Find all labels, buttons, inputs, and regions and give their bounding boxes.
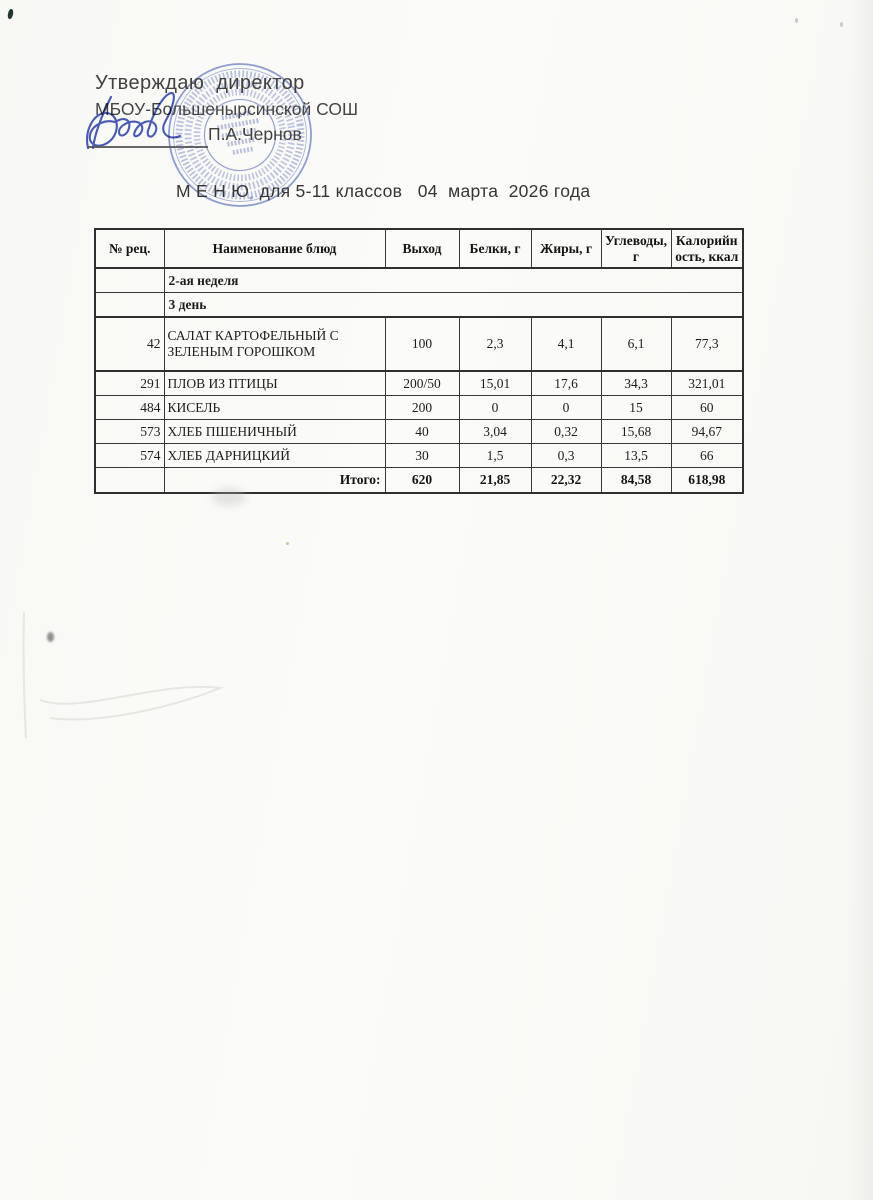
empty-cell xyxy=(94,467,165,494)
table-row: 573 ХЛЕБ ПШЕНИЧНЫЙ 40 3,04 0,32 15,68 94… xyxy=(94,419,744,444)
scan-edge-shading xyxy=(847,0,873,1200)
empty-cell xyxy=(94,292,165,318)
dish-name-text: САЛАТ КАРТОФЕЛЬНЫЙ С ЗЕЛЕНЫМ ГОРОШКОМ xyxy=(167,328,339,359)
col-header-recipe-no: № рец. xyxy=(94,228,165,269)
dish-name-cell: ХЛЕБ ДАРНИЦКИЙ xyxy=(163,443,386,468)
fat-cell: 4,1 xyxy=(530,316,602,372)
output-cell: 40 xyxy=(384,419,460,444)
table-row: 484 КИСЕЛЬ 200 0 0 15 60 xyxy=(94,395,744,420)
dish-name-cell: ПЛОВ ИЗ ПТИЦЫ xyxy=(163,370,386,396)
paper-crease xyxy=(22,611,224,739)
empty-cell xyxy=(94,267,165,293)
scan-speck xyxy=(47,632,54,642)
carbs-cell: 34,3 xyxy=(600,370,672,396)
output-cell: 30 xyxy=(384,443,460,468)
week-label: 2-ая неделя xyxy=(163,267,744,293)
table-row: 42 САЛАТ КАРТОФЕЛЬНЫЙ С ЗЕЛЕНЫМ ГОРОШКОМ… xyxy=(94,316,744,372)
recipe-no-cell: 574 xyxy=(94,443,165,468)
recipe-no-cell: 484 xyxy=(94,395,165,420)
carbs-cell: 6,1 xyxy=(600,316,672,372)
fat-cell: 17,6 xyxy=(530,370,602,396)
carbs-cell: 15 xyxy=(600,395,672,420)
protein-cell: 2,3 xyxy=(458,316,532,372)
signer-name: П.А.Чернов xyxy=(208,124,302,144)
dish-name-cell: ХЛЕБ ПШЕНИЧНЫЙ xyxy=(163,419,386,444)
output-cell: 200/50 xyxy=(384,370,460,396)
scan-speck xyxy=(840,22,843,27)
table-header-row: № рец. Наименование блюд Выход Белки, г … xyxy=(94,228,744,269)
col-header-protein: Белки, г xyxy=(458,228,532,269)
fat-cell: 0,3 xyxy=(530,443,602,468)
col-header-output: Выход xyxy=(384,228,460,269)
kcal-cell: 13,5 xyxy=(600,443,672,468)
total-kcal: 618,98 xyxy=(670,467,744,494)
kcal-cell: 321,01 xyxy=(670,370,744,396)
kcal-cell: 94,67 xyxy=(670,419,744,444)
school-name-line: МБОУ-Большенырсинской СОШ xyxy=(95,99,359,119)
col-header-fat: Жиры, г xyxy=(530,228,602,269)
carbs-cell: 15,68 xyxy=(600,419,672,444)
total-output: 620 xyxy=(384,467,460,494)
recipe-no-cell: 42 xyxy=(94,316,165,372)
recipe-no-cell: 573 xyxy=(94,419,165,444)
scan-smudge xyxy=(212,488,246,506)
kcal-cell: 66 xyxy=(670,443,744,468)
kcal-cell: 77,3 xyxy=(670,316,744,372)
total-protein: 21,85 xyxy=(458,467,532,494)
scan-speck xyxy=(795,18,798,23)
recipe-no-cell: 291 xyxy=(94,370,165,396)
protein-cell: 3,04 xyxy=(458,419,532,444)
fat-cell: 0,32 xyxy=(530,419,602,444)
dish-name-cell: КИСЕЛЬ xyxy=(163,395,386,420)
col-header-calories: Калорийность, ккал xyxy=(670,228,744,269)
protein-cell: 1,5 xyxy=(458,443,532,468)
approval-line-1: Утверждаю директор xyxy=(95,72,305,94)
total-fat: 22,32 xyxy=(530,467,602,494)
total-label: Итого: xyxy=(163,467,386,494)
scan-speck xyxy=(286,542,289,545)
director-signature xyxy=(86,91,182,150)
week-section-row: 2-ая неделя xyxy=(94,267,744,293)
output-cell: 200 xyxy=(384,395,460,420)
day-label: 3 день xyxy=(163,292,744,318)
table-row: 291 ПЛОВ ИЗ ПТИЦЫ 200/50 15,01 17,6 34,3… xyxy=(94,370,744,396)
output-cell: 100 xyxy=(384,316,460,372)
table-row: 574 ХЛЕБ ДАРНИЦКИЙ 30 1,5 0,3 13,5 66 xyxy=(94,443,744,468)
menu-title: М Е Н Ю для 5-11 классов 04 марта 2026 г… xyxy=(176,181,591,201)
day-section-row: 3 день xyxy=(94,292,744,318)
menu-table: № рец. Наименование блюд Выход Белки, г … xyxy=(94,228,744,494)
round-stamp-icon xyxy=(168,63,312,207)
total-carbs: 84,58 xyxy=(600,467,672,494)
col-header-dish-name: Наименование блюд xyxy=(163,228,386,269)
signature-line xyxy=(88,146,208,148)
scan-speck xyxy=(7,8,14,20)
total-row: Итого: 620 21,85 22,32 84,58 618,98 xyxy=(94,467,744,494)
kcal-cell: 60 xyxy=(670,395,744,420)
protein-cell: 15,01 xyxy=(458,370,532,396)
dish-name-cell: САЛАТ КАРТОФЕЛЬНЫЙ С ЗЕЛЕНЫМ ГОРОШКОМ xyxy=(163,316,386,372)
col-header-carbs: Углеводы, г xyxy=(600,228,672,269)
protein-cell: 0 xyxy=(458,395,532,420)
fat-cell: 0 xyxy=(530,395,602,420)
